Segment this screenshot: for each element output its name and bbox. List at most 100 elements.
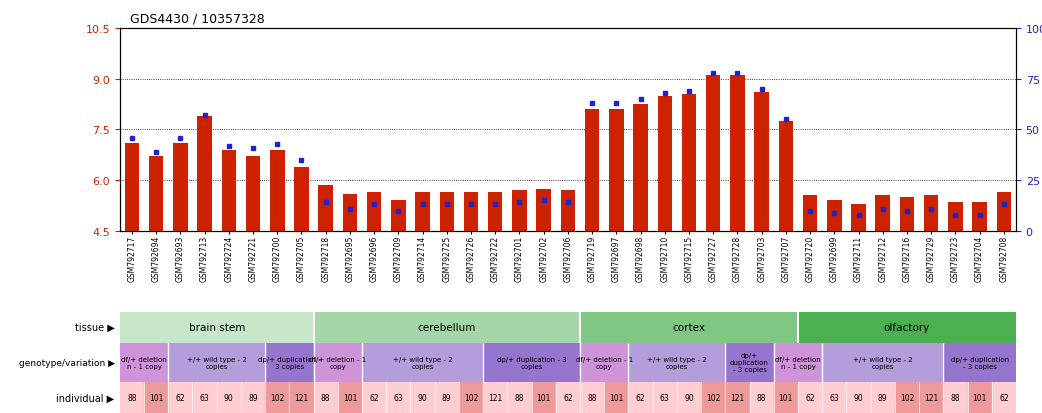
Bar: [628, 382, 652, 413]
Bar: [652, 382, 677, 413]
Text: +/+ wild type - 2
copies: +/+ wild type - 2 copies: [393, 356, 452, 369]
Bar: [634, 105, 648, 231]
Text: 89: 89: [442, 393, 451, 402]
Bar: [749, 382, 774, 413]
Text: dp/+ duplication
- 3 copies: dp/+ duplication - 3 copies: [950, 356, 1009, 369]
Bar: [802, 196, 817, 231]
Bar: [217, 382, 241, 413]
Text: 88: 88: [127, 393, 137, 402]
Bar: [144, 382, 168, 413]
Text: 63: 63: [394, 393, 403, 402]
Bar: [241, 382, 265, 413]
Text: cerebellum: cerebellum: [418, 322, 476, 332]
Bar: [580, 312, 798, 343]
Bar: [996, 192, 1011, 231]
Bar: [555, 382, 580, 413]
Bar: [895, 382, 919, 413]
Bar: [343, 194, 357, 231]
Bar: [851, 204, 866, 231]
Bar: [411, 382, 435, 413]
Bar: [580, 382, 604, 413]
Bar: [628, 343, 725, 382]
Bar: [681, 95, 696, 231]
Bar: [168, 343, 265, 382]
Bar: [125, 144, 140, 231]
Bar: [338, 382, 362, 413]
Text: 101: 101: [610, 393, 623, 402]
Bar: [319, 186, 333, 231]
Text: 121: 121: [488, 393, 502, 402]
Bar: [265, 382, 290, 413]
Text: +/+ wild type - 2
copies: +/+ wild type - 2 copies: [647, 356, 706, 369]
Text: 90: 90: [418, 393, 427, 402]
Text: 63: 63: [200, 393, 209, 402]
Text: 90: 90: [685, 393, 694, 402]
Text: 102: 102: [270, 393, 284, 402]
Bar: [899, 197, 914, 231]
Bar: [265, 343, 314, 382]
Bar: [149, 157, 164, 231]
Bar: [943, 343, 1016, 382]
Bar: [705, 76, 720, 231]
Bar: [798, 312, 1016, 343]
Text: 63: 63: [660, 393, 670, 402]
Bar: [367, 192, 381, 231]
Text: 88: 88: [515, 393, 524, 402]
Text: 101: 101: [343, 393, 357, 402]
Text: 62: 62: [369, 393, 379, 402]
Text: dp/+ duplication - 3
copies: dp/+ duplication - 3 copies: [497, 356, 567, 369]
Bar: [120, 312, 314, 343]
Bar: [314, 343, 362, 382]
Bar: [827, 201, 842, 231]
Bar: [290, 382, 314, 413]
Text: 62: 62: [636, 393, 645, 402]
Bar: [798, 382, 822, 413]
Text: genotype/variation ▶: genotype/variation ▶: [19, 358, 115, 367]
Bar: [464, 192, 478, 231]
Text: olfactory: olfactory: [884, 322, 931, 332]
Text: +/+ wild type - 2
copies: +/+ wild type - 2 copies: [853, 356, 913, 369]
Text: GDS4430 / 10357328: GDS4430 / 10357328: [130, 12, 265, 25]
Text: 89: 89: [248, 393, 257, 402]
Bar: [387, 382, 411, 413]
Bar: [168, 382, 193, 413]
Bar: [435, 382, 458, 413]
Text: 62: 62: [999, 393, 1009, 402]
Bar: [968, 382, 992, 413]
Text: 121: 121: [294, 393, 308, 402]
Bar: [222, 150, 237, 231]
Text: 62: 62: [805, 393, 815, 402]
Bar: [774, 343, 822, 382]
Text: 121: 121: [924, 393, 938, 402]
Bar: [561, 191, 575, 231]
Text: 101: 101: [778, 393, 793, 402]
Text: 101: 101: [972, 393, 987, 402]
Bar: [391, 201, 405, 231]
Bar: [483, 343, 580, 382]
Bar: [246, 157, 260, 231]
Bar: [846, 382, 871, 413]
Text: tissue ▶: tissue ▶: [75, 322, 115, 332]
Text: 102: 102: [900, 393, 914, 402]
Text: 102: 102: [706, 393, 720, 402]
Bar: [992, 382, 1016, 413]
Text: cortex: cortex: [672, 322, 705, 332]
Bar: [730, 76, 745, 231]
Bar: [604, 382, 628, 413]
Bar: [270, 150, 284, 231]
Bar: [972, 203, 987, 231]
Bar: [754, 93, 769, 231]
Text: 101: 101: [537, 393, 551, 402]
Text: 63: 63: [829, 393, 839, 402]
Bar: [440, 192, 454, 231]
Bar: [701, 382, 725, 413]
Text: 102: 102: [464, 393, 478, 402]
Bar: [531, 382, 555, 413]
Text: 88: 88: [950, 393, 960, 402]
Text: 88: 88: [588, 393, 597, 402]
Text: df/+ deletion - 1
copy: df/+ deletion - 1 copy: [575, 356, 632, 369]
Text: 62: 62: [175, 393, 185, 402]
Bar: [822, 343, 943, 382]
Bar: [488, 192, 502, 231]
Text: 90: 90: [224, 393, 233, 402]
